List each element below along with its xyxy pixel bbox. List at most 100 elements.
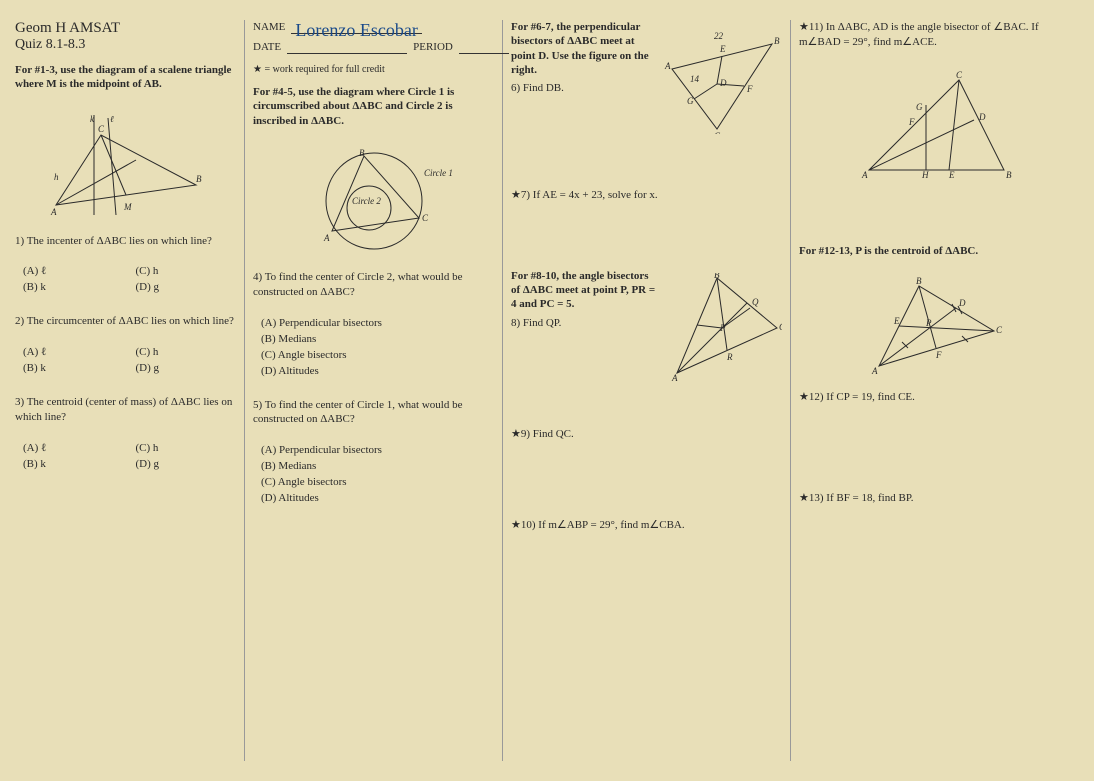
- q3-choices: (A) ℓ (C) h (B) k (D) g: [23, 441, 236, 471]
- q1-choices: (A) ℓ (C) h (B) k (D) g: [23, 264, 236, 294]
- q5-text: 5) To find the center of Circle 1, what …: [253, 398, 494, 428]
- svg-text:C: C: [996, 325, 1003, 335]
- q1-choice-c[interactable]: (C) h: [136, 264, 237, 278]
- q1-choice-a[interactable]: (A) ℓ: [23, 264, 124, 278]
- quiz-number: Quiz 8.1-8.3: [15, 37, 236, 53]
- q4-choices: (A) Perpendicular bisectors (B) Medians …: [261, 316, 494, 378]
- svg-text:F: F: [908, 117, 915, 127]
- q4-text: 4) To find the center of Circle 2, what …: [253, 270, 494, 300]
- svg-text:M: M: [123, 202, 132, 212]
- column-3: For #6-7, the perpendicular bisectors of…: [511, 20, 791, 761]
- svg-text:H: H: [921, 170, 929, 180]
- svg-text:F: F: [935, 350, 942, 360]
- svg-text:B: B: [196, 174, 202, 184]
- date-input[interactable]: [287, 40, 407, 54]
- diagram-scalene-triangle: A B C M k ℓ h: [46, 110, 206, 220]
- date-label: DATE: [253, 41, 281, 53]
- svg-text:B: B: [714, 273, 720, 280]
- period-label: PERIOD: [413, 41, 453, 53]
- q1-text: 1) The incenter of ΔABC lies on which li…: [15, 234, 236, 249]
- svg-text:C: C: [779, 322, 782, 332]
- svg-text:G: G: [916, 102, 923, 112]
- q1-choice-b[interactable]: (B) k: [23, 280, 124, 294]
- name-date-block: NAME Lorenzo Escobar DATE PERIOD ★ = wor…: [253, 20, 494, 75]
- q5-choice-a[interactable]: (A) Perpendicular bisectors: [261, 443, 494, 457]
- q11-text: ★11) In ΔABC, AD is the angle bisector o…: [799, 20, 1069, 50]
- svg-text:B: B: [1006, 170, 1012, 180]
- q2-choice-c[interactable]: (C) h: [136, 345, 237, 359]
- section-6-7-intro: For #6-7, the perpendicular bisectors of…: [511, 20, 656, 77]
- q5-choice-c[interactable]: (C) Angle bisectors: [261, 475, 494, 489]
- column-1: Geom H AMSAT Quiz 8.1-8.3 For #1-3, use …: [15, 20, 245, 761]
- diagram-perpendicular-bisectors: A B C 22 E 14 D F G: [662, 24, 782, 134]
- quiz-title-block: Geom H AMSAT Quiz 8.1-8.3: [15, 20, 236, 53]
- diagram-centroid: A B C D E F P: [864, 276, 1004, 376]
- column-2: NAME Lorenzo Escobar DATE PERIOD ★ = wor…: [253, 20, 503, 761]
- svg-text:A: A: [323, 233, 330, 243]
- svg-text:C: C: [714, 131, 721, 134]
- svg-text:P: P: [925, 318, 932, 328]
- section-8-10-intro: For #8-10, the angle bisectors of ΔABC m…: [511, 269, 656, 312]
- svg-text:E: E: [719, 44, 726, 54]
- q5-choices: (A) Perpendicular bisectors (B) Medians …: [261, 443, 494, 505]
- svg-text:B: B: [916, 276, 922, 286]
- svg-text:B: B: [359, 148, 365, 158]
- q2-choice-a[interactable]: (A) ℓ: [23, 345, 124, 359]
- q2-choice-d[interactable]: (D) g: [136, 361, 237, 375]
- worksheet-grid: Geom H AMSAT Quiz 8.1-8.3 For #1-3, use …: [15, 20, 1079, 761]
- svg-text:R: R: [726, 352, 733, 362]
- q3-choice-d[interactable]: (D) g: [136, 457, 237, 471]
- q8-text: 8) Find QP.: [511, 316, 656, 331]
- name-value: Lorenzo Escobar: [291, 20, 421, 40]
- svg-text:22: 22: [714, 31, 724, 41]
- svg-text:B: B: [774, 36, 780, 46]
- q3-choice-c[interactable]: (C) h: [136, 441, 237, 455]
- name-label: NAME: [253, 21, 285, 33]
- svg-text:Q: Q: [752, 297, 759, 307]
- q4-choice-d[interactable]: (D) Altitudes: [261, 364, 494, 378]
- q12-text: ★12) If CP = 19, find CE.: [799, 390, 1069, 405]
- q5-choice-d[interactable]: (D) Altitudes: [261, 491, 494, 505]
- q3-choice-b[interactable]: (B) k: [23, 457, 124, 471]
- period-input[interactable]: [459, 40, 509, 54]
- svg-text:14: 14: [690, 74, 700, 84]
- q1-choice-d[interactable]: (D) g: [136, 280, 237, 294]
- q2-choice-b[interactable]: (B) k: [23, 361, 124, 375]
- q10-text: ★10) If m∠ABP = 29°, find m∠CBA.: [511, 518, 782, 533]
- section-1-3-intro: For #1-3, use the diagram of a scalene t…: [15, 63, 236, 92]
- diagram-angle-bisectors: A B C P Q R: [662, 273, 782, 383]
- svg-text:D: D: [958, 298, 966, 308]
- svg-text:A: A: [861, 170, 868, 180]
- svg-text:P: P: [719, 323, 726, 333]
- diagram-circles-triangle: B A C Circle 1 Circle 2: [294, 146, 454, 256]
- svg-text:E: E: [893, 316, 900, 326]
- svg-text:Circle 1: Circle 1: [424, 168, 453, 178]
- column-4: ★11) In ΔABC, AD is the angle bisector o…: [799, 20, 1069, 761]
- svg-text:G: G: [687, 96, 694, 106]
- svg-text:Circle 2: Circle 2: [352, 196, 381, 206]
- q5-choice-b[interactable]: (B) Medians: [261, 459, 494, 473]
- section-4-5-intro: For #4-5, use the diagram where Circle 1…: [253, 85, 494, 128]
- svg-text:E: E: [948, 170, 955, 180]
- q13-text: ★13) If BF = 18, find BP.: [799, 491, 1069, 506]
- q3-choice-a[interactable]: (A) ℓ: [23, 441, 124, 455]
- name-input[interactable]: Lorenzo Escobar: [291, 20, 421, 34]
- svg-text:C: C: [98, 124, 105, 134]
- q4-choice-b[interactable]: (B) Medians: [261, 332, 494, 346]
- q4-choice-c[interactable]: (C) Angle bisectors: [261, 348, 494, 362]
- q2-text: 2) The circumcenter of ΔABC lies on whic…: [15, 314, 236, 329]
- course-title: Geom H AMSAT: [15, 20, 236, 37]
- section-12-13-intro: For #12-13, P is the centroid of ΔABC.: [799, 244, 1069, 258]
- q4-choice-a[interactable]: (A) Perpendicular bisectors: [261, 316, 494, 330]
- svg-text:ℓ: ℓ: [110, 114, 114, 124]
- svg-text:A: A: [671, 373, 678, 383]
- svg-text:D: D: [978, 112, 986, 122]
- q6-text: 6) Find DB.: [511, 81, 656, 96]
- svg-text:D: D: [719, 78, 727, 88]
- svg-text:C: C: [956, 70, 963, 80]
- q2-choices: (A) ℓ (C) h (B) k (D) g: [23, 345, 236, 375]
- svg-text:A: A: [50, 207, 57, 217]
- svg-text:A: A: [664, 61, 671, 71]
- svg-text:F: F: [746, 84, 753, 94]
- diagram-angle-bisector-q11: A B C D E H G F: [854, 70, 1014, 180]
